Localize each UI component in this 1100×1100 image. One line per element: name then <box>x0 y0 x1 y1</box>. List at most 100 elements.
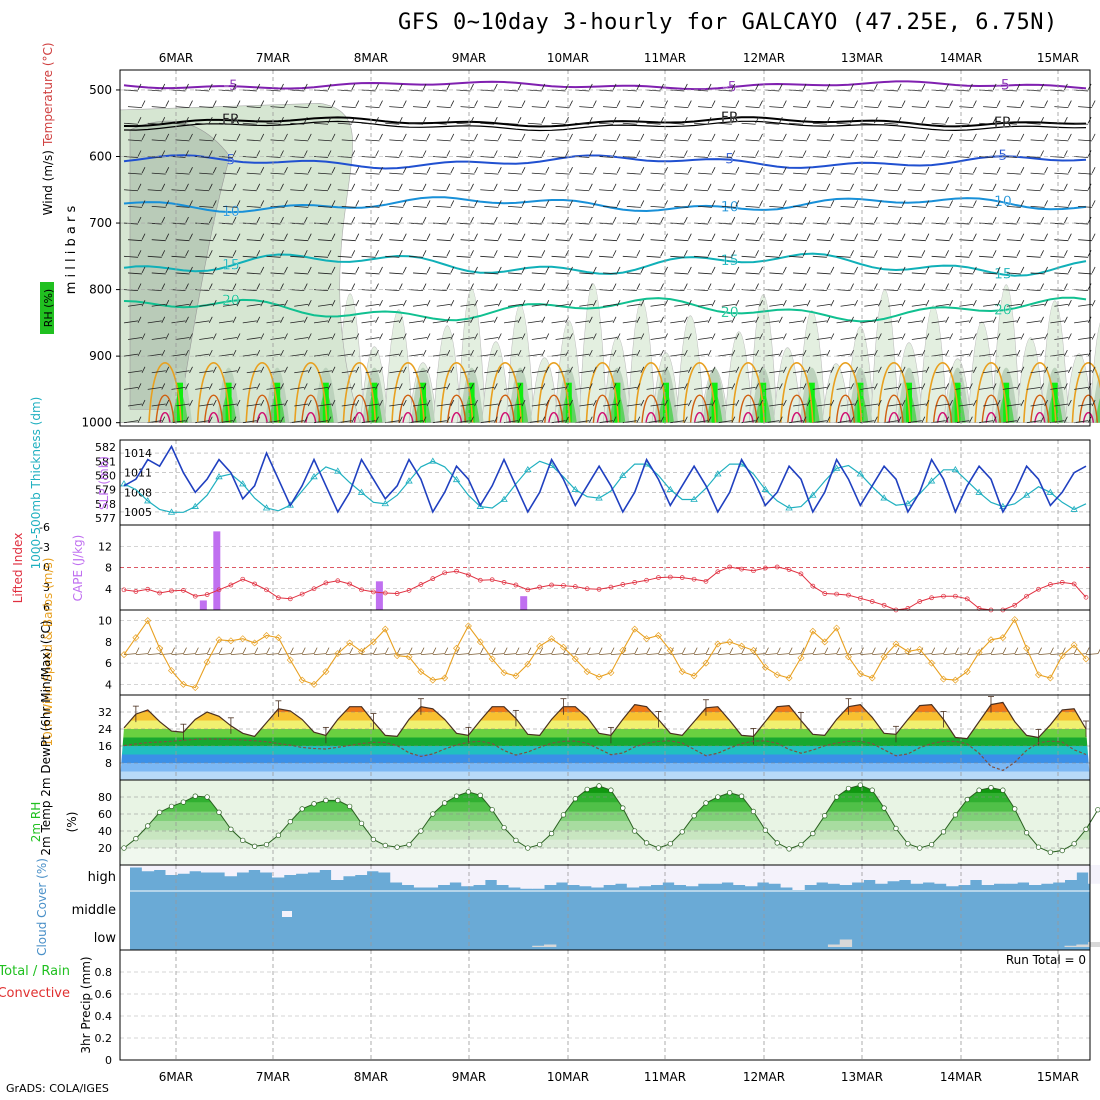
wind-barb <box>830 200 835 207</box>
wind-barb <box>165 333 170 340</box>
cloud-high-cell <box>993 865 1006 884</box>
wind-barb <box>931 420 946 424</box>
cloud-high-cell <box>638 865 651 887</box>
wind-barb <box>979 420 994 424</box>
wind-barb <box>955 647 959 654</box>
wind-barb <box>270 172 285 175</box>
wind-barb <box>884 387 899 390</box>
wind-barb <box>232 349 237 357</box>
wind-barb <box>351 349 356 357</box>
rh-marker <box>323 797 329 804</box>
wind-barb <box>379 233 383 240</box>
wind-barb <box>189 266 193 274</box>
wind-barb <box>741 353 756 357</box>
wind-barb <box>800 647 805 654</box>
wind-barb <box>664 266 668 274</box>
wind-tick-label: 4 <box>105 678 112 691</box>
wind-barb <box>375 316 379 324</box>
rh-marker <box>893 825 899 832</box>
wind-speed-line <box>123 618 1087 689</box>
wind-barb <box>497 133 502 141</box>
wind-barb <box>531 403 546 407</box>
wind-barb <box>854 233 858 240</box>
wind-barb <box>921 150 926 157</box>
isotherm-label: 10 <box>222 204 240 220</box>
wind-barb <box>698 403 713 407</box>
wind-barb <box>769 370 784 374</box>
wind-barb <box>681 647 686 654</box>
wind-barb <box>830 366 835 373</box>
wind-speed-marker <box>191 684 199 692</box>
wind-barb <box>1014 653 1027 656</box>
wind-barb <box>603 206 618 208</box>
wind-barb <box>242 653 255 656</box>
wind-barb <box>1085 653 1099 656</box>
wind-barb <box>480 122 495 125</box>
wind-barb <box>579 172 594 175</box>
wind-barb <box>698 106 713 108</box>
wind-barb <box>222 239 238 242</box>
wind-barb <box>640 166 645 174</box>
wind-barb <box>575 420 590 424</box>
wind-barb <box>484 272 499 275</box>
wind-barb <box>317 239 333 242</box>
wind-barb <box>782 233 787 240</box>
wind-barb <box>698 172 713 175</box>
wind-barb <box>413 106 428 108</box>
wind-barb <box>883 647 888 654</box>
wind-barb <box>422 150 427 157</box>
wind-barb <box>1062 647 1066 654</box>
wind-barb <box>563 653 576 656</box>
wind-speed-marker <box>310 680 318 688</box>
wind-barb <box>503 647 508 654</box>
wind-barb <box>969 83 973 91</box>
wind-barb <box>816 106 831 108</box>
wind-barb <box>778 250 783 257</box>
rh-marker <box>287 819 293 825</box>
wind-barb <box>290 289 305 291</box>
wind-barb <box>765 255 780 258</box>
wind-barb <box>246 172 261 175</box>
wind-barb <box>127 106 143 108</box>
wind-barb <box>921 83 926 91</box>
wind-barb <box>992 83 997 91</box>
wind-barb <box>260 100 265 107</box>
cloud-high-cell <box>910 865 924 884</box>
wind-barb <box>816 272 831 275</box>
wind-barb <box>365 370 380 374</box>
wind-barb <box>413 172 428 175</box>
cloud-high-cell <box>863 865 876 880</box>
wind-barb <box>769 106 784 108</box>
wind-barb <box>854 399 858 407</box>
wind-barb <box>165 266 170 274</box>
wind-barb <box>646 653 659 656</box>
wind-barb <box>575 353 590 357</box>
wind-barb <box>1068 366 1072 373</box>
wind-barb <box>674 106 689 108</box>
cloud-middle-cell <box>282 911 292 917</box>
wind-barb <box>745 172 760 175</box>
wind-barb <box>541 183 546 190</box>
cloud-high-cell <box>626 865 640 888</box>
wind-barb <box>327 216 332 224</box>
lifted-index-marker <box>276 595 281 601</box>
wind-barb <box>901 399 906 407</box>
cloud-high-cell <box>839 865 853 885</box>
wind-barb <box>1044 100 1048 107</box>
wind-barb <box>1026 420 1041 424</box>
wind-barb <box>931 122 946 125</box>
wind-barb <box>470 283 474 290</box>
isotherm-30 <box>592 394 613 423</box>
wind-barb <box>450 266 455 274</box>
wind-barb <box>759 333 763 340</box>
wind-barb <box>782 399 787 407</box>
lifted-index-marker <box>228 582 234 588</box>
wind-barb <box>497 200 502 207</box>
lifted-index-marker <box>596 586 602 592</box>
wind-barb <box>521 266 526 274</box>
wind-barb <box>612 250 617 257</box>
wind-barb <box>436 172 451 175</box>
cloud-low-cell <box>839 939 853 947</box>
wind-barb <box>670 289 685 291</box>
wind-barb <box>921 349 926 357</box>
